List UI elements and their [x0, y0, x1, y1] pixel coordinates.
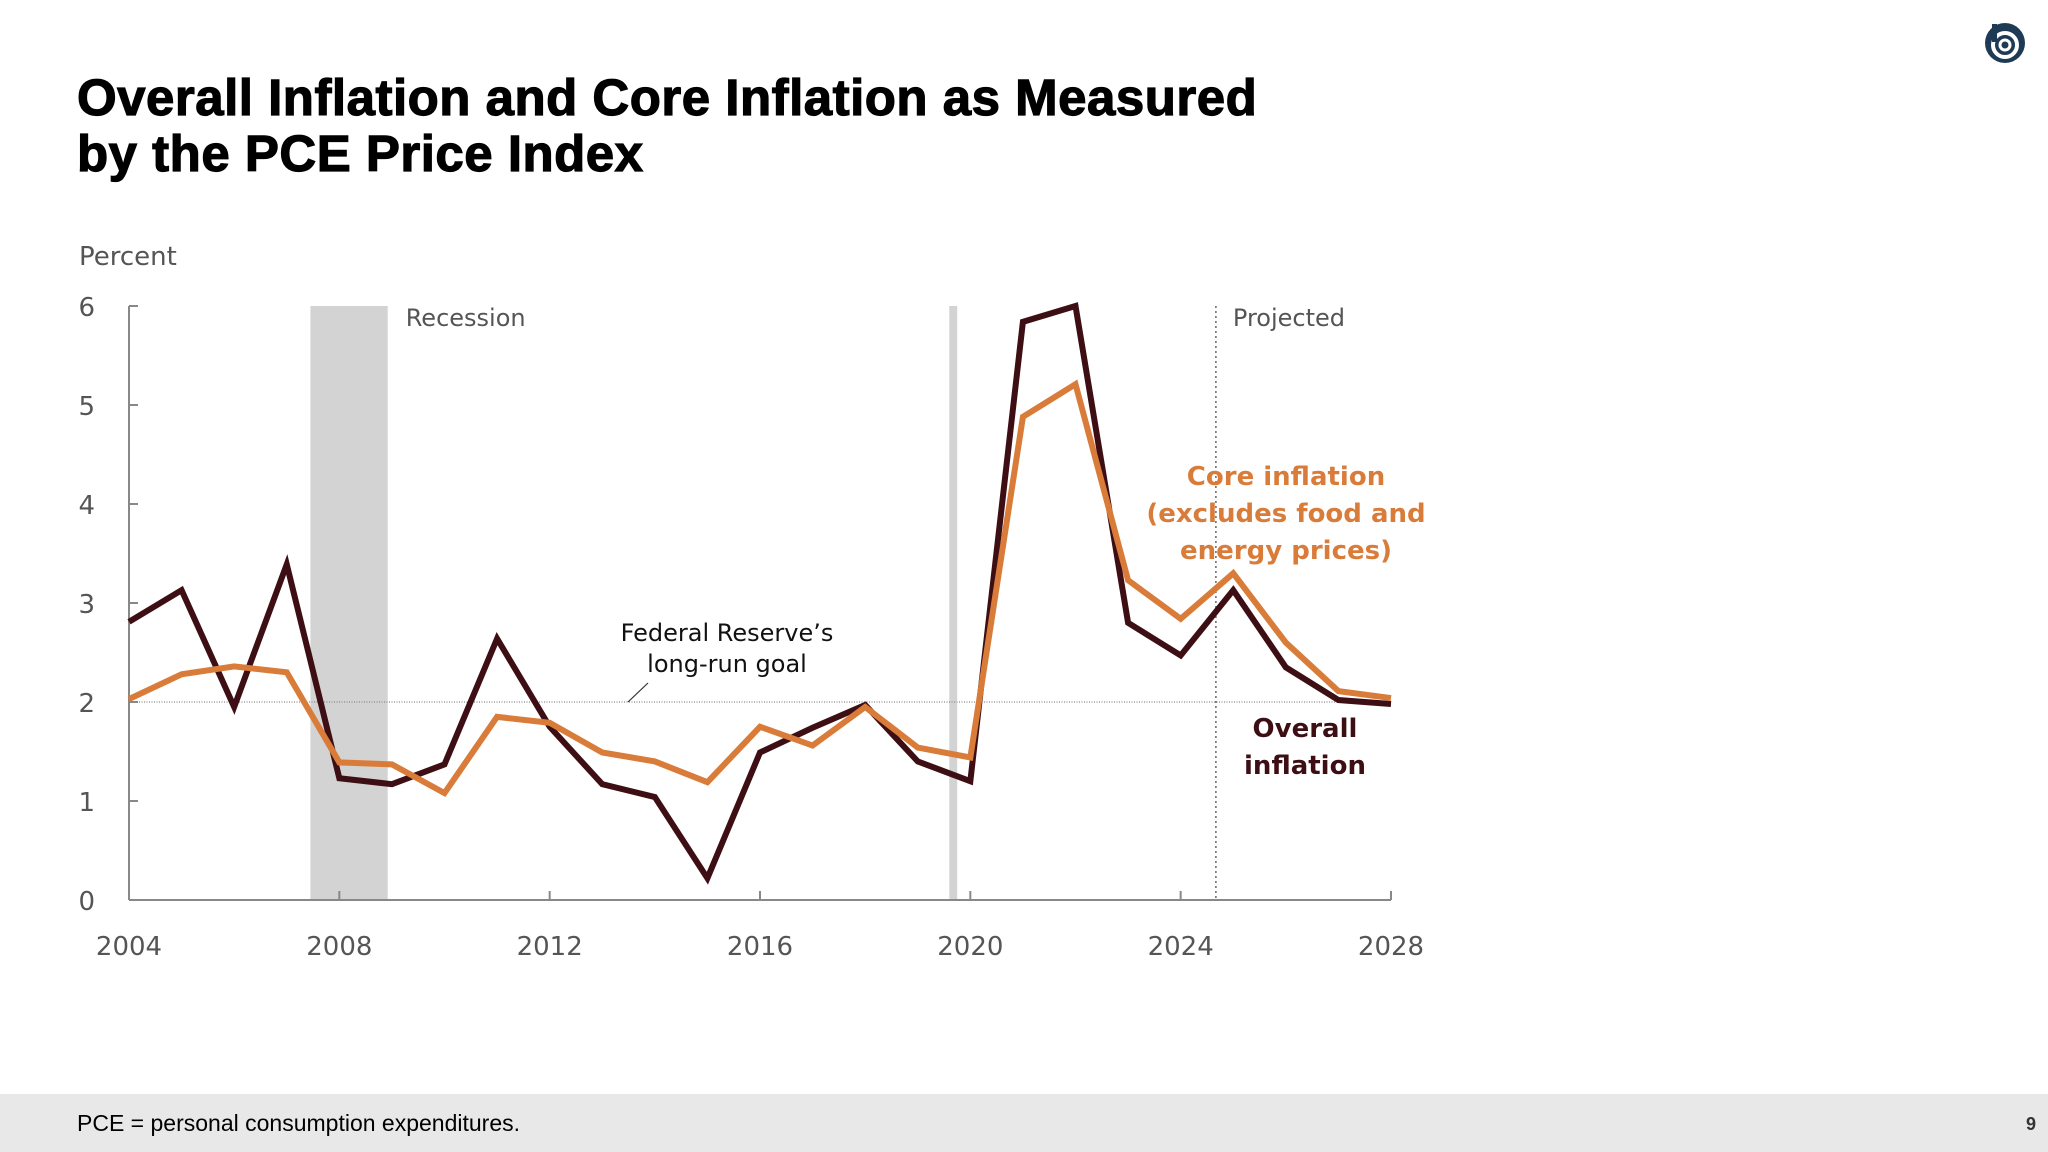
recession-band — [949, 306, 958, 900]
y-tick-label: 5 — [78, 392, 95, 422]
overall-inflation-label: inflation — [1244, 751, 1366, 781]
goal-arrow-icon — [627, 682, 649, 703]
x-tick-label: 2008 — [306, 932, 372, 962]
x-tick-label: 2016 — [727, 932, 793, 962]
title-line-1: Overall Inflation and Core Inflation as … — [76, 69, 1258, 126]
core-inflation-label: Core inflation — [1187, 462, 1385, 492]
recession-label: Recession — [406, 304, 526, 332]
y-tick-label: 3 — [78, 590, 95, 620]
goal-label: long-run goal — [647, 650, 807, 678]
concentric-circle-logo-icon — [1985, 23, 2025, 63]
slide-title: Overall Inflation and Core Inflation as … — [76, 69, 1258, 182]
y-tick-label: 4 — [78, 491, 95, 521]
title-line-2: by the PCE Price Index — [76, 125, 644, 182]
projected-label: Projected — [1233, 304, 1345, 332]
recession-band — [310, 306, 388, 900]
y-tick-label: 6 — [78, 293, 95, 323]
x-tick-label: 2004 — [96, 932, 162, 962]
x-tick-label: 2024 — [1148, 932, 1214, 962]
inflation-line-chart: Percent 0 1 2 3 4 5 6 2004 2008 2012 2016 2020 2024 2… — [78, 242, 1425, 962]
overall-inflation-label: Overall — [1253, 714, 1358, 744]
x-tick-label: 2028 — [1358, 932, 1424, 962]
core-inflation-label: energy prices) — [1180, 536, 1392, 566]
footer-bar: PCE = personal consumption expenditures.… — [0, 1094, 2048, 1152]
x-tick-label: 2012 — [517, 932, 583, 962]
x-tick-label: 2020 — [937, 932, 1003, 962]
core-inflation-label: (excludes food and — [1146, 499, 1425, 529]
goal-label: Federal Reserve’s — [621, 619, 834, 647]
y-tick-label: 1 — [78, 788, 95, 818]
page-number: 9 — [2025, 1114, 2036, 1134]
y-tick-label: 2 — [78, 689, 95, 719]
y-axis-label: Percent — [79, 242, 177, 272]
footnote: PCE = personal consumption expenditures. — [77, 1110, 521, 1136]
y-tick-label: 0 — [78, 887, 95, 917]
